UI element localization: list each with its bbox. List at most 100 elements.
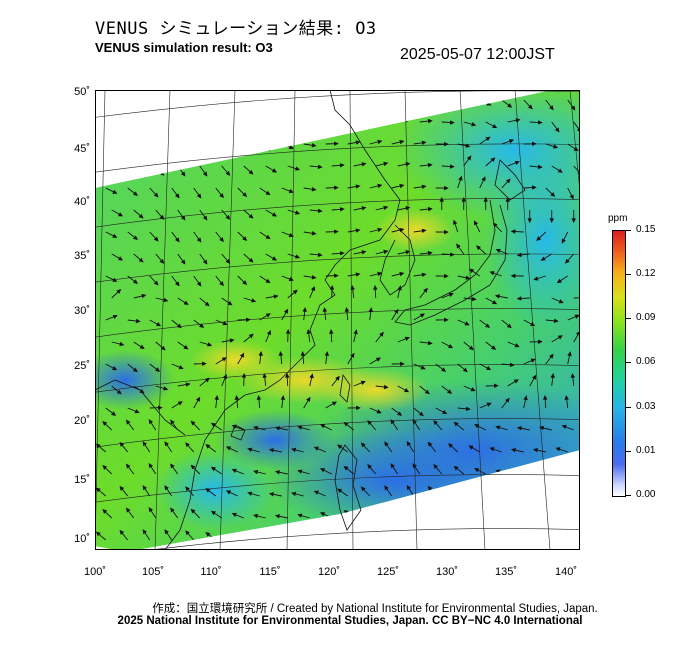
wind-vector [448, 487, 459, 497]
wind-vector-head [335, 375, 340, 381]
wind-vector-head [329, 284, 335, 290]
wind-vector-head [427, 250, 433, 256]
wind-vector-head [555, 447, 561, 452]
wind-vector [556, 491, 568, 497]
colorbar-label: 0.06 [636, 356, 656, 367]
wind-vector-head [148, 507, 154, 513]
wind-vector-head [453, 421, 459, 427]
wind-vector-head [427, 529, 433, 535]
colorbar-tick [626, 362, 631, 363]
wind-vector-head [361, 118, 367, 123]
wind-vector-head [383, 249, 389, 255]
wind-vector-head [112, 277, 118, 282]
wind-vector-head [164, 529, 169, 535]
wind-vector-head [242, 236, 248, 242]
wind-vector-head [311, 231, 317, 236]
wind-vector-head [444, 141, 449, 147]
wind-vector [259, 143, 271, 151]
wind-vector-head [453, 509, 459, 515]
wind-vector-head [266, 329, 272, 336]
wind-vector-head [153, 192, 159, 198]
wind-vector-head [248, 257, 254, 263]
wind-vector-head [265, 146, 271, 152]
wind-vector-head [456, 243, 461, 249]
wind-vector-head [337, 488, 343, 493]
wind-vector-head [355, 228, 361, 233]
wind-vector-head [494, 294, 500, 299]
wind-vector-head [384, 485, 389, 491]
wind-vector-head [444, 97, 449, 103]
wind-vector-head [160, 345, 166, 351]
wind-vector-head [112, 189, 118, 194]
lon-label-115: 115˚ [259, 566, 281, 578]
wind-vector [474, 512, 486, 519]
wind-vector-head [490, 157, 496, 163]
wind-vector-head [404, 336, 410, 341]
wind-vector-head [317, 120, 323, 126]
wind-vector [353, 119, 366, 123]
wind-vector-head [471, 122, 477, 127]
wind-vector-head [125, 507, 131, 513]
wind-vector-head [225, 534, 232, 539]
wind-vector-head [148, 419, 154, 425]
wind-vector [309, 121, 322, 124]
wind-vector-head [564, 395, 569, 400]
wind-vector-head [271, 256, 278, 261]
wind-vector-head [394, 308, 399, 314]
wind-vector-head [219, 105, 224, 111]
wind-vector-head [210, 510, 216, 516]
wind-vector-head [163, 297, 169, 303]
wind-vector-head [268, 536, 274, 541]
wind-vector-head [306, 329, 311, 334]
wind-vector [127, 99, 138, 108]
wind-vector [490, 491, 502, 497]
wind-vector-head [202, 215, 208, 221]
wind-vector-head [507, 103, 513, 108]
wind-vector-head [383, 205, 389, 211]
wind-vector-head [219, 149, 224, 155]
wind-vector-head [574, 314, 580, 319]
wind-vector-head [265, 313, 271, 318]
wind-vector-head [138, 257, 144, 263]
wind-vector-head [313, 446, 319, 451]
wind-vector-head [494, 383, 499, 388]
lon-label-110: 110˚ [200, 566, 222, 578]
wind-vector-head [427, 485, 433, 491]
wind-vector-head [288, 232, 294, 238]
wind-vector [287, 121, 300, 127]
wind-vector-head [297, 425, 303, 430]
wind-vector-head [174, 193, 180, 199]
wind-vector-head [465, 275, 471, 280]
wind-vector-head [508, 139, 515, 144]
wind-vector-head [138, 213, 144, 219]
wind-vector [573, 165, 580, 176]
wind-vector [562, 513, 574, 519]
wind-vector [243, 121, 254, 131]
wind-vector-head [420, 365, 426, 370]
lon-label-130: 130˚ [435, 566, 459, 578]
wind-vector-head [558, 299, 564, 304]
wind-vector-head [164, 485, 169, 491]
wind-vector-head [196, 237, 202, 243]
wind-vector [457, 99, 470, 103]
wind-vector-head [119, 441, 125, 447]
wind-vector-head [202, 171, 208, 177]
wind-vector [556, 535, 568, 541]
colorbar-label: 0.03 [636, 401, 656, 412]
wind-vector-head [474, 468, 480, 473]
wind-vector-head [561, 512, 567, 518]
wind-vector-head [561, 238, 566, 244]
wind-vector-head [570, 105, 576, 111]
wind-vector-head [205, 444, 211, 449]
wind-vector-head [142, 441, 148, 447]
wind-vector-head [557, 335, 563, 340]
wind-vector-head [350, 352, 355, 358]
wind-vector-head [202, 259, 208, 265]
wind-vector [448, 531, 459, 541]
wind-vector-head [317, 208, 323, 214]
wind-vector-head [337, 444, 343, 449]
wind-vector-head [377, 227, 383, 233]
wind-vector-head [102, 508, 108, 514]
wind-vector-head [510, 229, 516, 234]
wind-vector-head [400, 361, 405, 367]
